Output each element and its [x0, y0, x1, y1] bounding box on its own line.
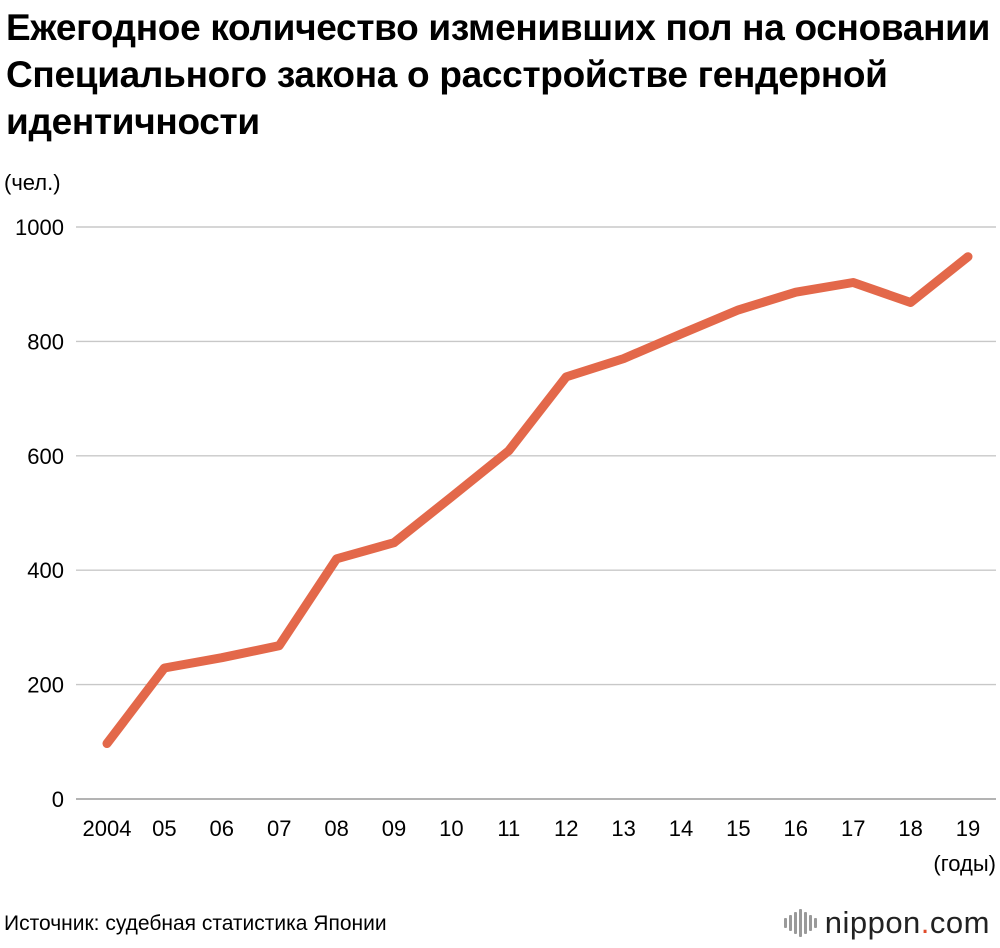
x-tick-label: 2004 — [83, 816, 132, 841]
x-tick-label: 09 — [382, 816, 406, 841]
x-unit-label: (годы) — [933, 851, 996, 876]
x-tick-label: 17 — [841, 816, 865, 841]
x-tick-label: 15 — [726, 816, 750, 841]
y-tick-labels: 0 200 400 600 800 1000 — [15, 215, 64, 812]
x-tick-label: 07 — [267, 816, 291, 841]
y-tick-label: 200 — [27, 673, 64, 698]
y-tick-label: 800 — [27, 329, 64, 354]
x-tick-labels: 2004 05 06 07 08 09 10 11 12 13 14 15 16 17 18 19 — [83, 816, 981, 841]
y-unit-label: (чел.) — [4, 170, 61, 195]
x-tick-label: 18 — [898, 816, 922, 841]
y-tick-label: 0 — [52, 787, 64, 812]
series-group — [102, 252, 973, 748]
chart-title: Ежегодное количество изменивших пол на о… — [6, 7, 991, 142]
series-line — [102, 252, 973, 748]
nippon-mark-icon — [783, 909, 817, 937]
x-tick-label: 13 — [611, 816, 635, 841]
x-tick-label: 05 — [152, 816, 176, 841]
line-chart: 0 200 400 600 800 1000 2004 05 06 07 08 09 10 11 12 13… — [4, 170, 996, 876]
brand-tld: com — [929, 905, 990, 940]
x-tick-label: 16 — [784, 816, 808, 841]
nippon-logo: nippon. com — [783, 904, 990, 942]
y-tick-label: 1000 — [15, 215, 64, 240]
x-tick-label: 11 — [497, 816, 520, 841]
x-tick-label: 06 — [210, 816, 234, 841]
x-tick-label: 14 — [669, 816, 693, 841]
x-tick-label: 12 — [554, 816, 578, 841]
y-tick-label: 600 — [27, 444, 64, 469]
brand-dot: . — [920, 905, 930, 940]
x-tick-label: 08 — [324, 816, 348, 841]
gridlines — [76, 226, 996, 800]
x-tick-label: 19 — [956, 816, 980, 841]
brand-name: nippon — [824, 905, 921, 940]
source-note: Источник: судебная статистика Японии — [4, 912, 387, 935]
x-tick-label: 10 — [439, 816, 463, 841]
y-tick-label: 400 — [27, 558, 64, 583]
